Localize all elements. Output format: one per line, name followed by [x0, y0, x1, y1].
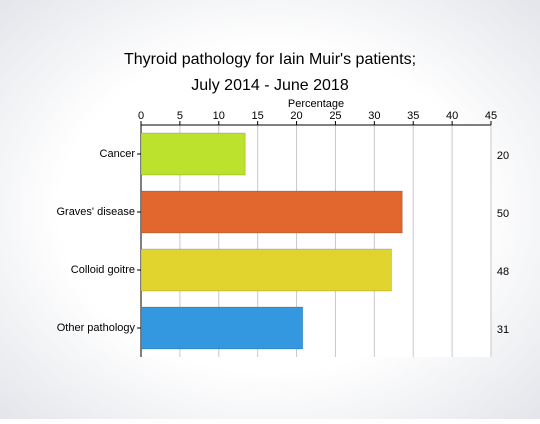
chart-subtitle: July 2014 - June 2018	[191, 77, 349, 94]
x-tick-label: 45	[485, 110, 497, 122]
x-tick-label: 30	[368, 110, 380, 122]
bar	[140, 132, 246, 176]
x-tick-label: 20	[290, 110, 302, 122]
bar	[140, 306, 304, 350]
y-tick-label: Colloid goitre	[71, 264, 135, 276]
x-axis-label: Percentage	[288, 98, 344, 110]
x-tick-label: 40	[446, 110, 458, 122]
x-tick-label: 25	[329, 110, 341, 122]
count-label: 31	[497, 324, 509, 336]
y-tick-label: Graves' disease	[56, 206, 135, 218]
x-tick-label: 0	[138, 110, 144, 122]
y-tick-label: Other pathology	[57, 322, 136, 334]
bar	[140, 190, 403, 234]
bar	[140, 248, 392, 292]
x-tick-label: 5	[177, 110, 183, 122]
x-tick-label: 15	[252, 110, 264, 122]
count-label: 20	[497, 150, 509, 162]
count-label: 48	[497, 266, 509, 278]
x-tick-label: 10	[213, 110, 225, 122]
count-label: 50	[497, 208, 509, 220]
y-tick-label: Cancer	[100, 148, 136, 160]
x-tick-label: 35	[407, 110, 419, 122]
chart-title: Thyroid pathology for Iain Muir's patien…	[124, 51, 416, 68]
